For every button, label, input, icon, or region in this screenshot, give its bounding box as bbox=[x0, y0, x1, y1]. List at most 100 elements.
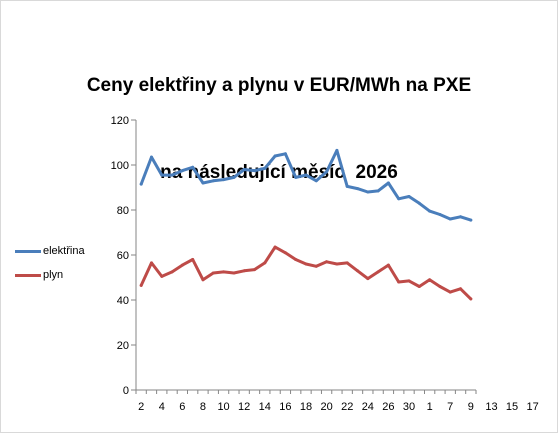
y-tick-label: 40 bbox=[117, 295, 129, 307]
data-point bbox=[448, 290, 452, 294]
data-point bbox=[356, 187, 359, 191]
x-tick-label: 17 bbox=[527, 401, 539, 413]
data-point bbox=[407, 195, 411, 198]
series-layer bbox=[139, 148, 473, 301]
data-point bbox=[150, 261, 153, 265]
data-point bbox=[448, 217, 452, 221]
x-tick-label: 10 bbox=[217, 401, 229, 413]
legend-label: elektřina bbox=[43, 245, 85, 257]
data-point bbox=[469, 218, 473, 222]
y-tick-label: 0 bbox=[123, 385, 129, 397]
x-tick-label: 30 bbox=[403, 401, 415, 413]
data-point bbox=[469, 297, 473, 301]
data-point bbox=[273, 245, 277, 249]
series-line-elektřina bbox=[139, 148, 473, 222]
x-tick-label: 20 bbox=[320, 401, 332, 413]
data-point bbox=[191, 165, 195, 169]
data-point bbox=[222, 270, 226, 274]
data-point bbox=[376, 189, 380, 193]
data-point bbox=[222, 178, 226, 182]
data-point bbox=[139, 182, 143, 186]
x-tick-label: 4 bbox=[159, 401, 165, 413]
y-tick-label: 60 bbox=[117, 250, 129, 262]
data-point bbox=[335, 262, 339, 266]
x-tick-label: 1 bbox=[427, 401, 433, 413]
data-point bbox=[417, 201, 421, 205]
y-tick-label: 20 bbox=[117, 340, 129, 352]
x-tick-label: 16 bbox=[279, 401, 291, 413]
x-tick-label: 8 bbox=[200, 401, 206, 413]
data-point bbox=[386, 263, 390, 267]
data-point bbox=[242, 168, 246, 171]
data-point bbox=[304, 262, 308, 266]
data-point bbox=[150, 155, 153, 159]
data-point bbox=[294, 258, 298, 261]
data-point bbox=[386, 181, 390, 185]
y-tick-label: 80 bbox=[117, 205, 129, 217]
y-tick-label: 120 bbox=[111, 115, 129, 127]
data-point bbox=[283, 251, 287, 255]
x-tick-label: 12 bbox=[238, 401, 250, 413]
data-point bbox=[438, 213, 442, 216]
data-point bbox=[160, 274, 164, 278]
data-point bbox=[170, 270, 174, 274]
legend-swatch bbox=[15, 249, 41, 253]
data-point bbox=[263, 261, 267, 265]
data-point bbox=[294, 175, 298, 179]
data-point bbox=[263, 166, 267, 170]
data-point bbox=[325, 260, 329, 264]
data-point bbox=[201, 181, 205, 185]
data-point bbox=[191, 258, 195, 261]
x-tick-label: 9 bbox=[468, 401, 474, 413]
x-tick-label: 7 bbox=[447, 401, 453, 413]
series-line-plyn bbox=[139, 245, 473, 301]
data-point bbox=[459, 287, 462, 291]
data-point bbox=[325, 170, 329, 174]
data-point bbox=[211, 271, 215, 275]
legend-item: plyn bbox=[15, 268, 85, 282]
data-point bbox=[345, 184, 349, 188]
data-point bbox=[417, 285, 421, 288]
data-point bbox=[459, 215, 462, 219]
data-point bbox=[211, 179, 215, 183]
data-point bbox=[314, 264, 318, 268]
data-point bbox=[170, 173, 174, 177]
legend-label: plyn bbox=[43, 269, 64, 281]
data-point bbox=[314, 179, 318, 183]
data-point bbox=[253, 268, 256, 272]
x-tick-label: 15 bbox=[506, 401, 518, 413]
data-point bbox=[283, 152, 287, 156]
y-tick-label: 100 bbox=[111, 160, 129, 172]
x-tick-label: 13 bbox=[485, 401, 497, 413]
x-tick-label: 18 bbox=[300, 401, 312, 413]
data-point bbox=[397, 280, 401, 284]
legend-item: elektřina bbox=[15, 244, 85, 258]
legend: elektřina plyn bbox=[15, 244, 85, 292]
data-point bbox=[304, 173, 308, 177]
chart-title: Ceny elektřiny a plynu v EUR/MWh na PXE … bbox=[1, 13, 557, 245]
data-point bbox=[366, 277, 370, 281]
data-point bbox=[356, 269, 359, 273]
x-tick-label: 14 bbox=[259, 401, 271, 413]
x-tick-label: 6 bbox=[179, 401, 185, 413]
data-point bbox=[428, 278, 432, 282]
data-point bbox=[345, 261, 349, 265]
data-point bbox=[366, 190, 370, 194]
data-point bbox=[407, 279, 411, 283]
data-point bbox=[232, 271, 236, 275]
x-tick-label: 2 bbox=[138, 401, 144, 413]
data-point bbox=[232, 175, 236, 179]
x-tick-label: 26 bbox=[382, 401, 394, 413]
chart-title-line-2: na následující měsíc 2026 bbox=[160, 162, 398, 183]
data-point bbox=[376, 270, 380, 274]
data-point bbox=[180, 263, 184, 267]
data-point bbox=[438, 285, 442, 288]
data-point bbox=[160, 173, 164, 177]
data-point bbox=[201, 278, 205, 282]
legend-swatch bbox=[15, 273, 41, 277]
data-point bbox=[180, 169, 184, 173]
data-point bbox=[273, 154, 277, 158]
